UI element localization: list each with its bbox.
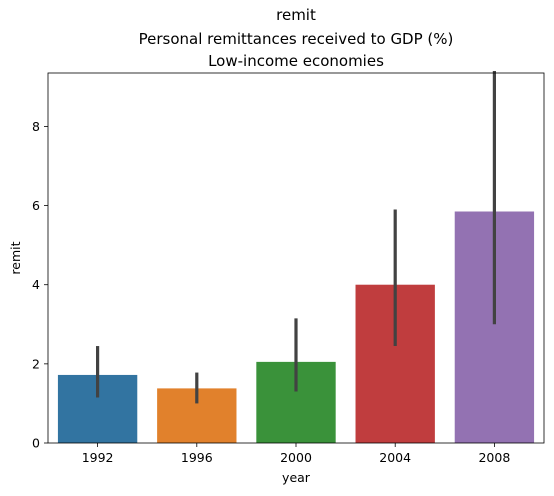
y-tick-label: 0 (32, 436, 40, 451)
plot-frame (47, 72, 545, 444)
chart-title: remit Personal remittances received to G… (139, 6, 454, 70)
x-tick-label: 2004 (379, 450, 411, 465)
y-tick-label: 2 (32, 356, 40, 371)
y-tick-label: 6 (32, 198, 40, 213)
x-tick-label: 1992 (82, 450, 114, 465)
x-tick-label: 2008 (478, 450, 510, 465)
chart-title-line-3: Low-income economies (208, 52, 384, 70)
chart-title-line-1: remit (276, 6, 316, 24)
y-tick-label: 4 (32, 277, 40, 292)
x-axis-ticks: 1992 1996 2000 2004 2008 (82, 443, 510, 465)
x-tick-label: 1996 (181, 450, 213, 465)
y-axis-ticks: 0 2 4 6 8 (32, 119, 48, 451)
error-bars-group (95, 71, 496, 404)
y-tick-label: 8 (32, 119, 40, 134)
x-tick-label: 2000 (280, 450, 312, 465)
x-axis-label: year (282, 470, 311, 485)
y-axis-label: remit (8, 241, 23, 274)
chart-title-line-2: Personal remittances received to GDP (%) (139, 30, 454, 48)
